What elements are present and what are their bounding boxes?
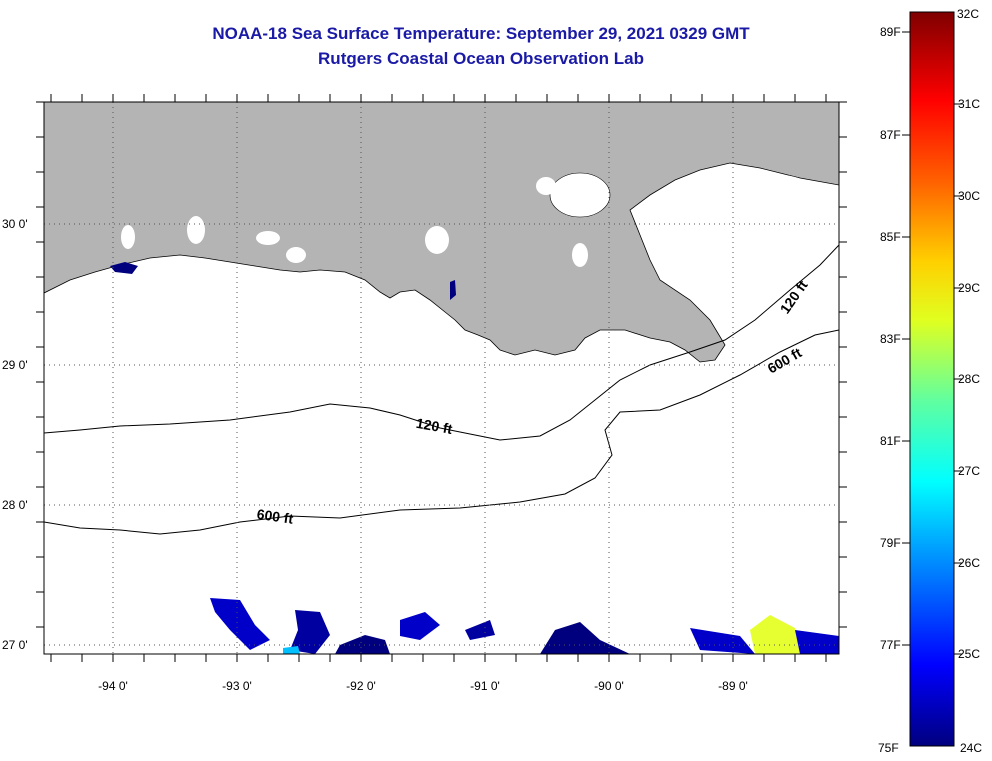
fahrenheit-label: 83F bbox=[880, 332, 901, 346]
lon-label: -92 0' bbox=[346, 679, 376, 693]
lake bbox=[549, 172, 611, 218]
lat-label: 30 0' bbox=[2, 217, 28, 231]
isobath-120ft bbox=[44, 244, 839, 441]
celsius-label: 25C bbox=[958, 647, 980, 661]
fahrenheit-label: 77F bbox=[880, 638, 901, 652]
lat-label: 29 0' bbox=[2, 358, 28, 372]
isobath-label: 120 ft bbox=[415, 415, 454, 437]
map-frame bbox=[43, 101, 840, 655]
lon-label: -91 0' bbox=[470, 679, 500, 693]
lake bbox=[536, 177, 556, 195]
cloud-patch bbox=[256, 231, 280, 245]
sst-patch bbox=[210, 598, 270, 650]
celsius-label: 26C bbox=[958, 556, 980, 570]
graticule bbox=[44, 102, 839, 654]
fahrenheit-label: 85F bbox=[880, 230, 901, 244]
cloud-patch bbox=[572, 243, 588, 267]
map-title: NOAA-18 Sea Surface Temperature: Septemb… bbox=[212, 24, 750, 43]
cloud-patch bbox=[425, 226, 449, 254]
fahrenheit-label: 79F bbox=[880, 536, 901, 550]
sst-patch bbox=[283, 646, 300, 654]
lon-label: -89 0' bbox=[718, 679, 748, 693]
cloud-patch bbox=[187, 216, 205, 244]
lat-label: 28 0' bbox=[2, 498, 28, 512]
sst-patch bbox=[465, 620, 495, 640]
lon-label: -93 0' bbox=[222, 679, 252, 693]
fahrenheit-label: 87F bbox=[880, 128, 901, 142]
sst-patch bbox=[540, 622, 630, 654]
lat-label: 27 0' bbox=[2, 638, 28, 652]
cloud-patch bbox=[735, 175, 825, 245]
sst-patch bbox=[450, 280, 456, 300]
isobath-label: 600 ft bbox=[256, 506, 295, 527]
cloud-patch bbox=[121, 225, 135, 249]
fahrenheit-label: 89F bbox=[880, 25, 901, 39]
sst-patch bbox=[690, 628, 755, 654]
sst-patch bbox=[400, 612, 440, 640]
fahrenheit-label: 81F bbox=[880, 434, 901, 448]
lon-label: -94 0' bbox=[98, 679, 128, 693]
cloud-patch bbox=[286, 247, 306, 263]
fahrenheit-label: 75F bbox=[878, 741, 899, 755]
sst-patch bbox=[290, 610, 330, 654]
celsius-label: 31C bbox=[958, 97, 980, 111]
colorbar bbox=[909, 11, 955, 747]
colorbar-top-celsius: 32C bbox=[957, 7, 979, 21]
colorbar-bottom-celsius: 24C bbox=[960, 741, 982, 755]
lon-label: -90 0' bbox=[594, 679, 624, 693]
map-subtitle: Rutgers Coastal Ocean Observation Lab bbox=[318, 49, 644, 68]
axis-ticks bbox=[36, 94, 847, 662]
colorbar-ticks bbox=[902, 31, 962, 655]
sst-warm-patch bbox=[750, 615, 800, 654]
celsius-label: 29C bbox=[958, 281, 980, 295]
sst-patch bbox=[335, 635, 390, 654]
sst-patch bbox=[795, 630, 839, 654]
celsius-label: 27C bbox=[958, 464, 980, 478]
celsius-label: 28C bbox=[958, 372, 980, 386]
isobath-600ft bbox=[44, 329, 839, 535]
celsius-label: 30C bbox=[958, 189, 980, 203]
sst-patch bbox=[110, 262, 138, 274]
